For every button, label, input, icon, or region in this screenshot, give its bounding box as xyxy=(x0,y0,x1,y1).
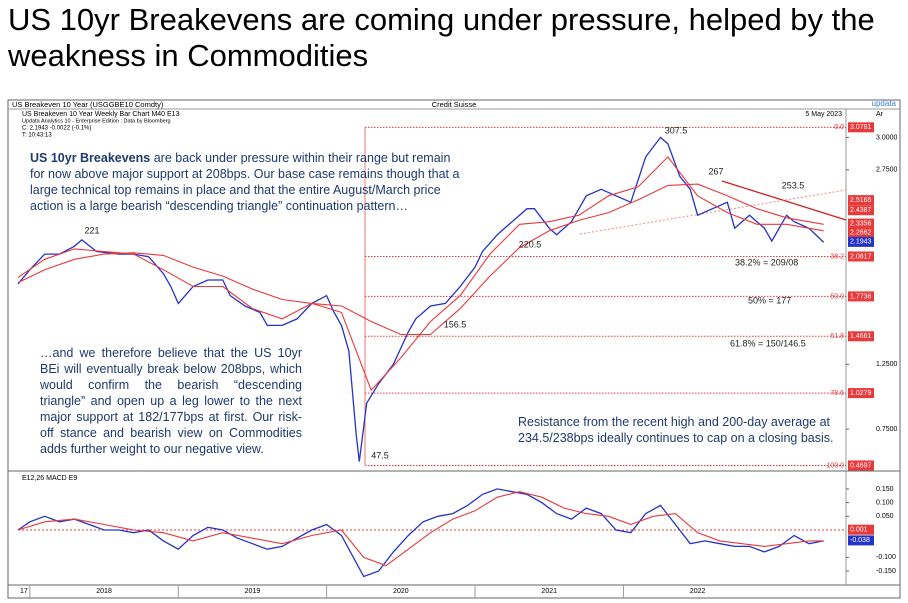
header-center: Credit Suisse xyxy=(432,100,477,109)
commentary: US 10yr Breakevens are back under pressu… xyxy=(30,150,465,214)
x-tick-label: 2022 xyxy=(690,588,706,595)
annotation: 221 xyxy=(84,225,99,235)
commentary-text: are back under pressure within their ran… xyxy=(30,151,460,213)
header-date: 5 May 2023 xyxy=(805,111,842,118)
commentary: Resistance from the recent high and 200-… xyxy=(518,415,834,445)
x-tick-label: 2019 xyxy=(245,588,261,595)
fib-value-label: 1.7736 xyxy=(850,293,872,300)
y-tick-label: 0.150 xyxy=(876,486,894,493)
fib-label: 0.0 xyxy=(834,124,844,131)
fib-value-box xyxy=(848,331,874,342)
fib-value-box xyxy=(848,460,874,471)
fib-value-box xyxy=(848,251,874,262)
header-line4: C: 2.1943 -0.0022 (-0.1%) xyxy=(22,126,91,132)
fib-value-label: 0.4697 xyxy=(850,462,872,469)
trend-line xyxy=(721,180,847,221)
annotation: 307.5 xyxy=(665,125,688,135)
y-tick-label: 0.100 xyxy=(876,499,894,506)
annotation: 47.5 xyxy=(371,450,389,460)
triangle-line xyxy=(579,189,847,235)
series-line xyxy=(17,488,824,578)
fib-label: 78.6 xyxy=(830,390,844,397)
current-level-box xyxy=(848,535,874,546)
y-tick-label: -0.100 xyxy=(876,554,896,561)
fib-value-label: 1.0279 xyxy=(850,390,872,397)
commentary-bold: US 10yr Breakevens xyxy=(30,151,151,165)
current-level-label: 2.3356 xyxy=(850,220,872,227)
y-tick-label: 2.7500 xyxy=(876,167,898,174)
title: US 10yr Breakevens are coming under pres… xyxy=(8,2,875,73)
current-level-label: 2.2662 xyxy=(850,229,872,236)
current-level-label: -0.038 xyxy=(850,537,870,544)
header-left: US Breakeven 10 Year (USGGBE10 Comdty) xyxy=(12,100,164,109)
annotation: 38.2% = 209/08 xyxy=(735,257,798,267)
series-line xyxy=(17,156,824,392)
current-level-box xyxy=(848,227,874,238)
current-level-label: 2.5165 xyxy=(850,197,872,204)
current-level-box xyxy=(848,524,874,535)
x-tick-label: 2018 xyxy=(96,588,112,595)
current-level-label: 2.1943 xyxy=(850,239,872,246)
current-level-box xyxy=(848,236,874,247)
fib-value-label: 2.0817 xyxy=(850,253,872,260)
commentary: …and we therefore believe that the US 10… xyxy=(40,346,302,456)
fib-label: 50.0 xyxy=(830,293,844,300)
macd-title: E12,26 MACD E9 xyxy=(22,475,77,482)
header-line5: T: 10:43:13 xyxy=(22,133,52,139)
current-level-box xyxy=(848,195,874,206)
fib-label: 61.8 xyxy=(830,333,844,340)
y-tick-label: 0.7500 xyxy=(876,426,898,433)
series-line xyxy=(17,183,824,336)
annotation: 61.8% = 150/146.5 xyxy=(730,338,806,348)
current-level-box xyxy=(848,205,874,216)
annotation: 50% = 177 xyxy=(748,295,791,305)
x-tick-label: 17 xyxy=(20,588,28,595)
fib-value-label: 1.4661 xyxy=(850,333,872,340)
brand: updata xyxy=(872,99,897,108)
annotation: 220.5 xyxy=(519,239,542,249)
y-tick-label: 3.0000 xyxy=(876,134,898,141)
annotation: 267 xyxy=(708,166,723,176)
y-tick-label: 1.2500 xyxy=(876,361,898,368)
frame xyxy=(7,99,901,599)
y-tick-label: 0.050 xyxy=(876,513,894,520)
annotation: 253.5 xyxy=(782,180,805,190)
y-tick-label: -0.150 xyxy=(876,568,896,575)
fib-value-box xyxy=(848,122,874,133)
header-line2: US Breakeven 10 Year Weekly Bar Chart M4… xyxy=(22,111,180,118)
fib-value-box xyxy=(848,291,874,302)
current-level-label: 0.001 xyxy=(850,527,868,534)
series-line xyxy=(17,491,824,567)
x-tick-label: 2021 xyxy=(541,588,557,595)
current-level-box xyxy=(848,218,874,229)
header-line3: Updata Analytics 10 - Enterprise Edition… xyxy=(22,118,171,124)
series-line xyxy=(17,136,825,462)
axis-unit: Ar xyxy=(876,111,884,118)
fib-label: 38.2 xyxy=(830,253,844,260)
fib-label: 100.0 xyxy=(826,462,844,469)
x-tick-label: 2020 xyxy=(393,588,409,595)
annotation: 156.5 xyxy=(444,319,467,329)
fib-value-box xyxy=(848,388,874,399)
fib-value-label: 3.0781 xyxy=(850,124,872,131)
current-level-label: 2.4387 xyxy=(850,207,872,214)
